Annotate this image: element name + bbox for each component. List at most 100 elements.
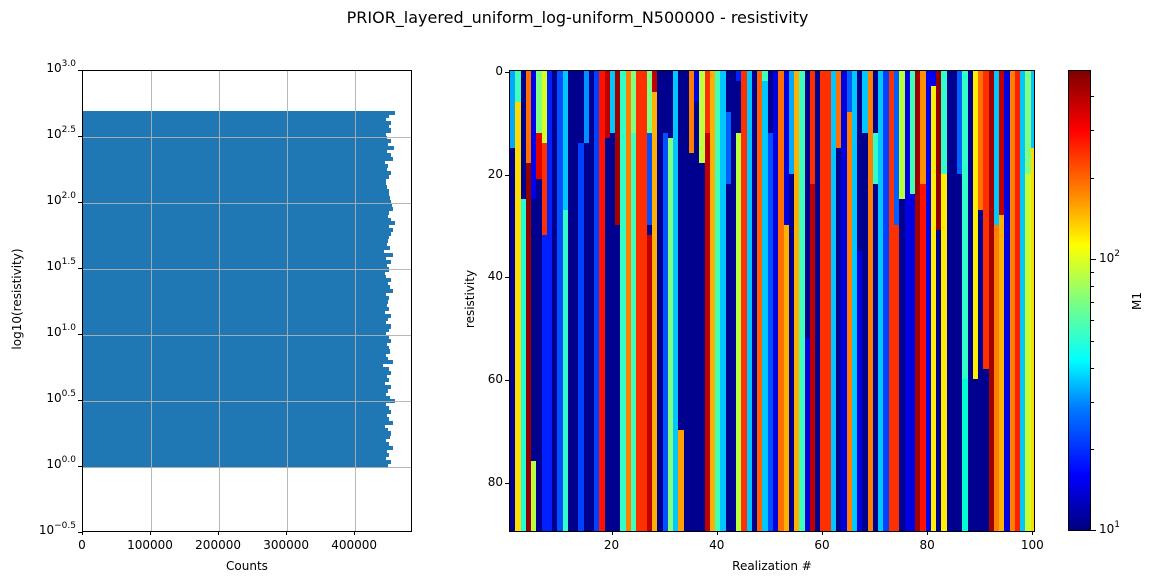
- heatmap-cell: [557, 71, 564, 531]
- histogram-bar: [83, 456, 386, 461]
- heatmap-cell: [541, 112, 548, 144]
- histogram-bar: [83, 281, 388, 286]
- histogram-bar: [83, 324, 392, 329]
- histogram-bar: [83, 185, 388, 190]
- histogram-bar: [83, 124, 390, 129]
- grid-line-horizontal: [83, 467, 411, 468]
- heatmap-cell: [794, 71, 800, 180]
- heatmap-cell: [841, 71, 848, 531]
- y-tick-label: 0: [495, 64, 503, 78]
- histogram-bar: [83, 149, 388, 154]
- heatmap-cell: [604, 137, 611, 531]
- heatmap-cell: [799, 71, 806, 159]
- heatmap-cell: [893, 225, 900, 531]
- x-tick-mark: [218, 531, 220, 535]
- heatmap-cell: [578, 71, 585, 144]
- heatmap-cell: [1030, 148, 1034, 531]
- heatmap-cell: [762, 71, 769, 82]
- y-tick-mark: [505, 174, 509, 176]
- heatmap-cell: [694, 71, 700, 103]
- y-tick-label: 10−0.5: [38, 521, 76, 537]
- heatmap-cell: [962, 71, 969, 380]
- grid-line-vertical: [151, 71, 153, 531]
- heatmap-cell: [946, 96, 953, 531]
- y-tick-mark: [505, 482, 509, 484]
- histogram-bar: [83, 420, 394, 425]
- histogram-bar: [83, 374, 388, 379]
- histogram-bar: [83, 363, 384, 368]
- histogram-bar: [83, 253, 394, 258]
- histogram-bar: [83, 181, 387, 187]
- histogram-bar: [83, 131, 386, 137]
- histogram-bar: [83, 210, 390, 215]
- heatmap-cell: [573, 71, 579, 531]
- colorbar-major-tick: [1091, 530, 1096, 531]
- colorbar-minor-tick: [1091, 367, 1094, 369]
- heatmap-cell: [583, 71, 590, 98]
- x-tick-label: 20: [603, 538, 620, 552]
- heatmap-cell: [872, 132, 879, 185]
- x-tick-label: 400000: [331, 538, 378, 552]
- heatmap-cell: [809, 71, 816, 185]
- histogram-bar: [83, 221, 395, 226]
- colorbar-minor-tick: [1091, 96, 1094, 98]
- grid-line-vertical: [219, 71, 221, 531]
- heatmap-cell: [510, 71, 516, 149]
- heatmap-cell: [525, 71, 532, 164]
- heatmap-cell: [652, 91, 658, 531]
- histogram-bar: [83, 338, 391, 343]
- heatmap-cell: [541, 71, 548, 113]
- heatmap-cell: [957, 71, 963, 175]
- heatmap-cell: [972, 71, 979, 380]
- histogram-bar: [83, 121, 392, 126]
- heatmap-cell: [536, 178, 543, 531]
- heatmap-cell: [930, 86, 937, 531]
- heatmap-cell: [846, 71, 853, 113]
- histogram-bar: [83, 377, 390, 383]
- heatmap-cell: [525, 163, 532, 531]
- heatmap-panel: Realization # resistivity M1 20 40 60 80 100…: [440, 0, 1155, 585]
- histogram-bar: [83, 146, 394, 151]
- x-tick-label: 0: [78, 538, 86, 552]
- heatmap-cell: [520, 199, 527, 531]
- heatmap-cell: [993, 225, 1000, 531]
- heatmap-cell: [531, 71, 537, 200]
- histogram-bar: [83, 242, 388, 247]
- colorbar-major-tick: [1091, 258, 1096, 260]
- histogram-bar: [83, 203, 392, 208]
- heatmap-cell: [630, 132, 637, 531]
- heatmap-cell: [1025, 173, 1032, 531]
- histogram-bar: [83, 445, 393, 450]
- heatmap-cell: [993, 71, 1000, 226]
- heatmap-cell: [1025, 71, 1032, 175]
- histogram-bar: [83, 156, 394, 162]
- histogram-bar: [83, 385, 391, 390]
- heatmap-cell: [646, 225, 653, 236]
- histogram-bar: [83, 356, 388, 361]
- x-tick-mark: [354, 531, 356, 535]
- heatmap-cell: [699, 163, 706, 531]
- histogram-bar: [83, 199, 391, 204]
- heatmap-y-label: resistivity: [463, 269, 477, 329]
- heatmap-cell: [1004, 71, 1011, 175]
- heatmap-cell: [620, 71, 627, 134]
- heatmap-cell: [883, 71, 890, 531]
- histogram-bar: [83, 171, 391, 176]
- heatmap-cell: [688, 71, 695, 154]
- heatmap-cell: [920, 183, 927, 531]
- heatmap-cell: [615, 225, 622, 531]
- y-tick-label: 101.5: [46, 257, 76, 273]
- histogram-bar: [83, 263, 388, 268]
- heatmap-cell: [562, 71, 569, 211]
- heatmap-cell: [1009, 71, 1016, 175]
- heatmap-cell: [1009, 173, 1016, 531]
- y-tick-mark: [78, 334, 82, 335]
- heatmap-cell: [972, 379, 979, 531]
- histogram-bar: [83, 274, 387, 279]
- heatmap-cell: [746, 71, 753, 531]
- histogram-bar: [83, 189, 389, 194]
- heatmap-cell: [751, 71, 758, 82]
- histogram-panel: Counts log10(resistivity) 0 100000 200000 3…: [0, 0, 440, 585]
- x-tick-label: 200000: [195, 538, 241, 552]
- heatmap-cell: [536, 132, 543, 180]
